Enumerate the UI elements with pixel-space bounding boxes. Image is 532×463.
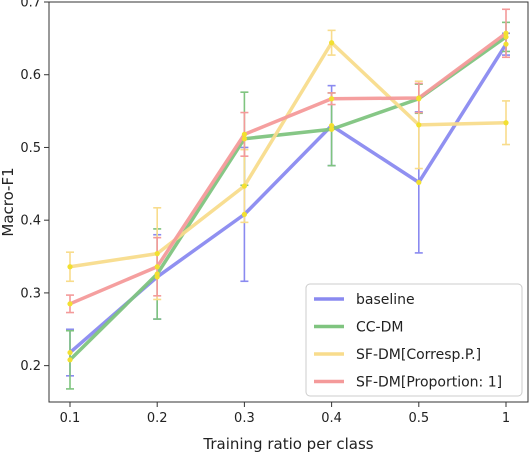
series-line: [69, 40, 507, 269]
data-point: [503, 30, 509, 36]
y-tick-label: 0.3: [20, 286, 41, 301]
y-tick-label: 0.7: [20, 0, 41, 11]
y-tick-label: 0.2: [20, 359, 41, 374]
y-axis-label: Macro-F1: [0, 167, 17, 236]
y-tick-label: 0.5: [20, 141, 41, 156]
data-point: [329, 126, 335, 132]
data-point: [416, 95, 422, 101]
x-tick-label: 1: [502, 411, 510, 426]
x-tick-label: 0.2: [147, 411, 168, 426]
data-point: [241, 136, 247, 142]
data-point: [241, 211, 247, 217]
data-point: [154, 271, 160, 277]
data-point: [329, 123, 335, 129]
legend-box: [305, 283, 523, 397]
data-point: [329, 40, 335, 46]
series-line: [69, 31, 508, 306]
data-point: [503, 120, 509, 126]
legend-label: CC-DM: [356, 320, 403, 336]
legend-label: SF-DM[Corresp.P.]: [356, 347, 481, 363]
data-point: [503, 41, 509, 47]
x-tick-label: 0.4: [321, 411, 342, 426]
data-point: [67, 349, 73, 356]
data-point: [503, 34, 509, 40]
legend-label: SF-DM[Proportion: 1]: [356, 375, 502, 391]
data-point: [241, 183, 247, 189]
data-point: [67, 264, 73, 270]
x-axis-label: Training ratio per class: [202, 435, 373, 453]
x-tick-label: 0.5: [408, 411, 429, 426]
legend-label: baseline: [356, 292, 415, 308]
data-point: [416, 179, 422, 185]
data-point: [416, 122, 422, 128]
data-point: [241, 131, 247, 137]
x-tick-label: 0.1: [60, 411, 81, 426]
data-point: [154, 264, 160, 270]
data-point: [154, 251, 160, 257]
data-point: [67, 357, 73, 363]
x-tick-label: 0.3: [234, 411, 255, 426]
data-point: [329, 96, 335, 102]
data-point: [67, 301, 73, 307]
y-tick-label: 0.4: [20, 214, 41, 229]
y-tick-label: 0.6: [20, 68, 41, 83]
